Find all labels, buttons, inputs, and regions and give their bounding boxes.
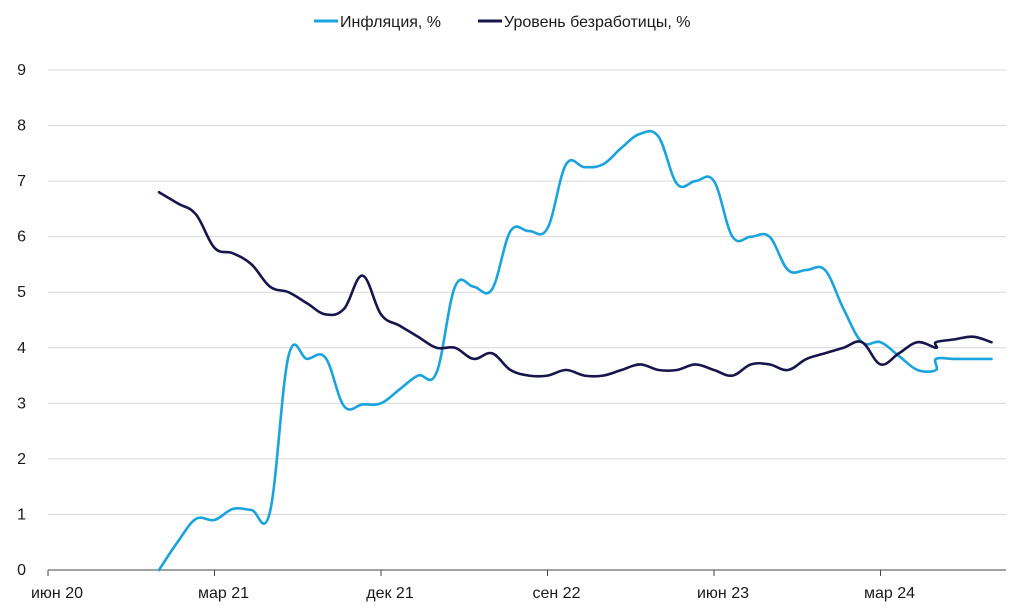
y-tick-label: 3	[17, 395, 26, 412]
x-axis: июн 20 мар 21 дек 21 сен 22 июн 23 мар 24	[31, 570, 915, 602]
y-tick-label: 9	[17, 62, 26, 79]
x-tick-label: июн 20	[31, 585, 83, 602]
y-tick-label: 0	[17, 562, 26, 579]
series-lines	[157, 129, 993, 572]
series-line-2	[157, 190, 993, 378]
grid-lines	[48, 69, 1006, 571]
x-tick-label: сен 22	[533, 585, 581, 602]
y-tick-label: 8	[17, 118, 26, 135]
legend: Инфляция, % Уровень безработицы, %	[314, 14, 691, 31]
y-tick-label: 7	[17, 173, 26, 190]
x-tick-label: мар 21	[198, 585, 249, 602]
x-tick-label: июн 23	[697, 585, 749, 602]
x-tick-label: мар 24	[864, 585, 915, 602]
legend-label: Уровень безработицы, %	[504, 14, 691, 31]
x-tick-label: дек 21	[366, 585, 414, 602]
y-tick-label: 6	[17, 229, 26, 246]
y-tick-label: 1	[17, 506, 26, 523]
y-tick-label: 4	[17, 340, 26, 357]
y-axis: 0 1 2 3 4 5 6 7 8 9	[17, 62, 26, 579]
y-tick-label: 2	[17, 451, 26, 468]
legend-label: Инфляция, %	[340, 14, 441, 31]
series-line-1	[157, 129, 993, 572]
y-tick-label: 5	[17, 284, 26, 301]
